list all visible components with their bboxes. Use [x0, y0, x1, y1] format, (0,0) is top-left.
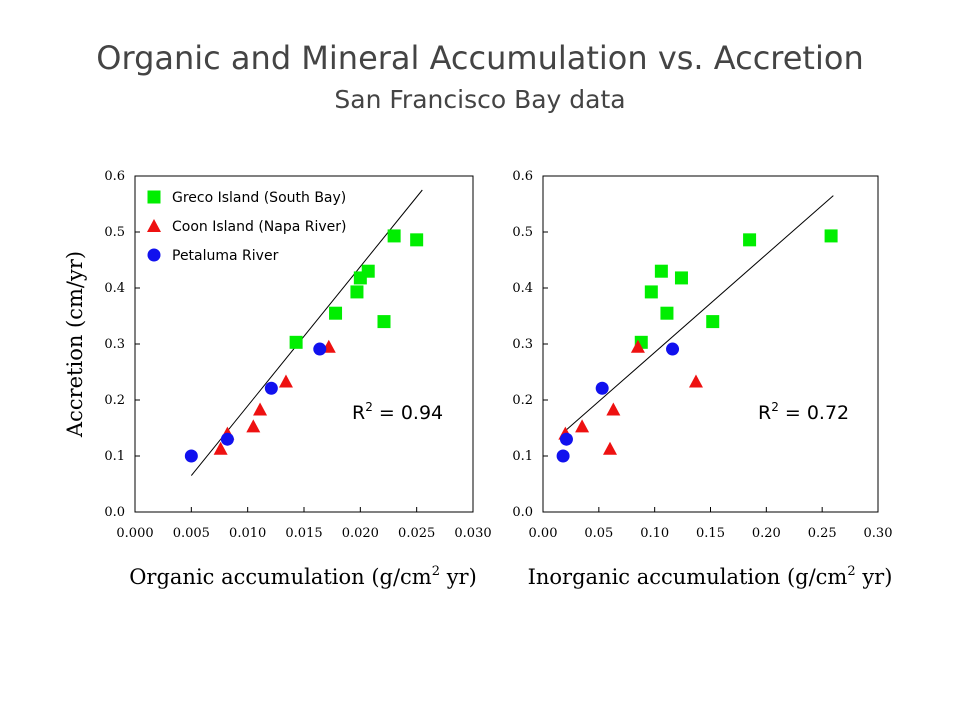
legend: Greco Island (South Bay) Coon Island (Nap… — [147, 190, 347, 264]
legend-greco-marker — [147, 190, 161, 204]
point-greco — [329, 306, 343, 320]
point-coon — [246, 419, 261, 433]
point-greco — [377, 315, 391, 329]
point-petaluma — [264, 381, 278, 395]
point-coon — [278, 374, 293, 388]
x-tick-label: 0.15 — [696, 526, 725, 541]
x-tick-label: 0.10 — [640, 526, 669, 541]
point-petaluma — [559, 432, 573, 446]
point-greco — [350, 285, 364, 299]
point-greco — [654, 264, 668, 278]
point-greco — [644, 285, 658, 299]
x-tick-label: 0.000 — [116, 526, 153, 541]
point-petaluma — [556, 449, 570, 463]
point-petaluma — [595, 381, 609, 395]
x-tick-label: 0.20 — [752, 526, 781, 541]
y-tick-label: 0.0 — [104, 505, 125, 520]
y-tick-label: 0.5 — [104, 225, 125, 240]
x-tick-label: 0.005 — [173, 526, 210, 541]
point-greco — [674, 271, 688, 285]
point-coon — [575, 419, 590, 433]
chart-inorganic: 0.0 0.1 0.2 0.3 0.4 0.5 0.6 0.00 0.05 0.10 0.15 0.2… — [512, 169, 892, 589]
point-petaluma — [666, 342, 680, 356]
slide-title: Organic and Mineral Accumulation vs. Acc… — [96, 39, 864, 77]
x-tick-label: 0.025 — [398, 526, 435, 541]
regression-line — [190, 189, 423, 476]
x-axis-title: Organic accumulation (g/cm2 yr) — [129, 564, 477, 589]
y-tick-label: 0.5 — [512, 225, 533, 240]
point-coon — [253, 402, 268, 416]
y-tick-label: 0.3 — [512, 337, 533, 352]
point-petaluma — [184, 449, 198, 463]
legend-petaluma-marker — [147, 248, 161, 262]
point-greco — [289, 335, 303, 349]
x-tick-label: 0.030 — [454, 526, 491, 541]
point-petaluma — [313, 342, 327, 356]
y-tick-label: 0.1 — [512, 449, 533, 464]
y-tick-label: 0.4 — [512, 281, 533, 296]
point-coon — [606, 402, 621, 416]
y-tick-label: 0.2 — [512, 393, 533, 408]
y-axis-title: Accretion (cm/yr) — [63, 251, 87, 438]
y-tick-label: 0.3 — [104, 337, 125, 352]
x-tick-label: 0.010 — [229, 526, 266, 541]
point-greco — [824, 229, 838, 243]
point-greco — [410, 233, 424, 247]
y-tick-label: 0.0 — [512, 505, 533, 520]
legend-label: Greco Island (South Bay) — [172, 190, 346, 206]
x-tick-label: 0.25 — [808, 526, 837, 541]
r-squared-label: R2 = 0.72 — [758, 400, 849, 424]
x-tick-label: 0.00 — [529, 526, 558, 541]
regression-line — [565, 195, 834, 432]
point-greco — [706, 315, 720, 329]
plot-frame — [542, 175, 879, 513]
y-tick-label: 0.1 — [104, 449, 125, 464]
y-tick-label: 0.2 — [104, 393, 125, 408]
point-greco — [660, 306, 674, 320]
point-greco — [743, 233, 757, 247]
x-tick-label: 0.30 — [864, 526, 893, 541]
y-tick-label: 0.6 — [104, 169, 125, 184]
point-greco — [361, 264, 375, 278]
r-squared-label: R2 = 0.94 — [352, 400, 443, 424]
point-coon — [213, 441, 228, 455]
y-tick-label: 0.6 — [512, 169, 533, 184]
x-tick-label: 0.015 — [285, 526, 322, 541]
legend-label: Coon Island (Napa River) — [172, 219, 347, 235]
point-petaluma — [220, 432, 234, 446]
legend-coon-marker — [147, 219, 161, 232]
x-tick-label: 0.020 — [342, 526, 379, 541]
chart-organic: 0.0 0.1 0.2 0.3 0.4 0.5 0.6 0.000 0.005 0.010 0.01… — [104, 169, 491, 589]
point-coon — [630, 339, 645, 353]
point-coon — [688, 374, 703, 388]
point-greco — [387, 229, 401, 243]
slide-subtitle: San Francisco Bay data — [334, 85, 626, 114]
y-tick-label: 0.4 — [104, 281, 125, 296]
x-axis-title: Inorganic accumulation (g/cm2 yr) — [528, 564, 893, 589]
legend-label: Petaluma River — [172, 248, 279, 264]
x-tick-label: 0.05 — [584, 526, 613, 541]
point-coon — [603, 441, 617, 455]
